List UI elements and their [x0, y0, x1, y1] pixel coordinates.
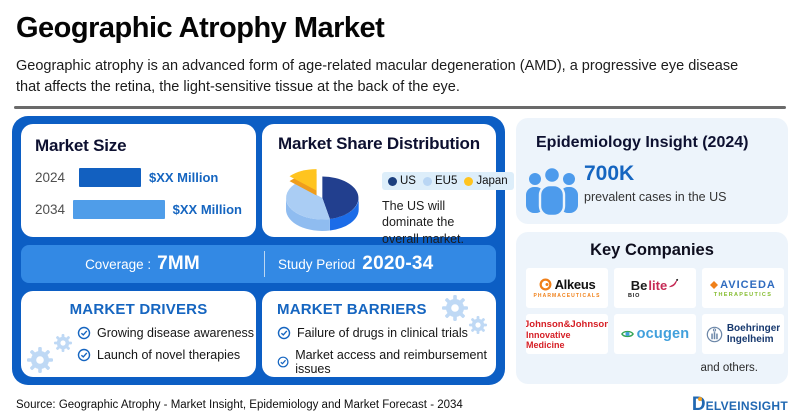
- market-share-title: Market Share Distribution: [278, 134, 480, 153]
- year-label: 2024: [35, 170, 66, 185]
- drivers-list: Growing disease awareness Launch of nove…: [77, 326, 256, 362]
- list-item: Failure of drugs in clinical trials: [277, 326, 496, 340]
- year-label: 2034: [35, 202, 66, 217]
- alkeus-ring-icon: [539, 278, 552, 291]
- coverage-band: Coverage : 7MM Study Period 2020-34: [21, 245, 496, 283]
- prevalence-value: 700K: [584, 162, 635, 185]
- pie-chart: [264, 160, 384, 236]
- coverage-segment: Coverage : 7MM: [21, 253, 264, 275]
- logo-orange-dot-icon: [697, 397, 702, 401]
- logo-d-mark: D: [691, 394, 706, 415]
- check-circle-icon: [277, 356, 289, 368]
- prevalence-caption: prevalent cases in the US: [584, 190, 727, 204]
- header-divider: [14, 106, 786, 109]
- market-drivers-card: MARKET DRIVERS Growin: [21, 291, 256, 377]
- market-barriers-title: MARKET BARRIERS: [277, 301, 427, 318]
- check-circle-icon: [277, 326, 291, 340]
- gears-icon: [27, 334, 72, 373]
- market-share-note: The US will dominate the overall market.: [382, 199, 464, 246]
- band-divider: [264, 251, 265, 277]
- company-subtitle: BIO: [628, 292, 641, 299]
- bar-2034: [73, 200, 165, 219]
- hummingbird-icon: [669, 278, 679, 287]
- people-group-icon: [526, 165, 578, 218]
- pie-legend: US EU5 Japan: [382, 172, 514, 190]
- page-subtitle: Geographic atrophy is an advanced form o…: [16, 58, 739, 96]
- boehringer-mark-icon: [706, 326, 723, 342]
- barriers-list: Failure of drugs in clinical trials Mark…: [277, 326, 496, 376]
- company-logo-boehringer-ingelheim: Boehringer Ingelheim: [702, 314, 784, 354]
- market-drivers-title: MARKET DRIVERS: [69, 301, 208, 318]
- us-dot-icon: [388, 176, 397, 186]
- key-companies-title: Key Companies: [590, 241, 714, 259]
- eu5-dot-icon: [422, 176, 432, 186]
- value-label: $XX Million: [149, 170, 219, 185]
- company-name: lite: [648, 277, 668, 293]
- study-period-label: Study Period: [278, 257, 356, 272]
- market-size-card: Market Size 2024 $XX Million 2034 $XX Mi…: [21, 124, 256, 237]
- coverage-label: Coverage :: [85, 257, 152, 272]
- value-label: $XX Million: [172, 202, 242, 217]
- check-circle-icon: [77, 348, 91, 362]
- japan-dot-icon: [464, 176, 474, 186]
- legend-item-eu5: EU5: [422, 175, 458, 187]
- company-name: ocugen: [636, 326, 690, 342]
- check-circle-icon: [77, 326, 91, 340]
- company-subtitle: Innovative Medicine: [526, 329, 571, 350]
- legend-label: Japan: [476, 175, 508, 187]
- company-name: Be: [630, 277, 648, 293]
- key-companies-panel: Key Companies Alkeus PHARMACEUTICALS Be l…: [516, 232, 788, 384]
- company-logo-johnson-and-johnson: Johnson&Johnson Innovative Medicine: [526, 314, 608, 354]
- barrier-text: Failure of drugs in clinical trials: [297, 326, 468, 340]
- market-barriers-card: MARKET BARRIERS Failu: [262, 291, 496, 377]
- legend-item-japan: Japan: [464, 175, 508, 187]
- company-name: Boehringer: [726, 322, 781, 334]
- legend-item-us: US: [388, 175, 416, 187]
- company-logo-grid: Alkeus PHARMACEUTICALS Be lite BIO AVICED…: [526, 268, 784, 354]
- list-item: Launch of novel therapies: [77, 348, 256, 362]
- company-logo-alkeus: Alkeus PHARMACEUTICALS: [526, 268, 608, 308]
- source-citation: Source: Geographic Atrophy - Market Insi…: [16, 399, 463, 411]
- market-size-row-2034: 2034 $XX Million: [35, 200, 242, 219]
- study-period-segment: Study Period 2020-34: [265, 253, 496, 275]
- company-logo-aviceda: AVICEDA THERAPEUTICS: [702, 268, 784, 308]
- page-title: Geographic Atrophy Market: [16, 12, 385, 44]
- company-subtitle: PHARMACEUTICALS: [533, 293, 601, 299]
- company-logo-belite: Be lite BIO: [614, 268, 696, 308]
- market-share-card: Market Share Distribution US EU5 Japan: [262, 124, 514, 246]
- epidemiology-title: Epidemiology Insight (2024): [536, 134, 749, 151]
- bar-2024: [79, 168, 141, 187]
- company-name: AVICEDA: [720, 278, 776, 291]
- market-size-row-2024: 2024 $XX Million: [35, 168, 242, 187]
- market-overview-container: Market Size 2024 $XX Million 2034 $XX Mi…: [12, 116, 514, 385]
- delveinsight-logo: D ELVEINSIGHT: [692, 394, 788, 416]
- and-others-note: and others.: [700, 362, 758, 374]
- barrier-text: Market access and reimbursement issues: [295, 348, 487, 376]
- study-period-value: 2020-34: [362, 253, 434, 274]
- company-name: Alkeus: [554, 277, 596, 292]
- list-item: Market access and reimbursement issues: [277, 348, 496, 376]
- company-name: Johnson&Johnson: [526, 318, 608, 330]
- gears-icon: [442, 295, 487, 334]
- market-size-title: Market Size: [35, 136, 127, 155]
- company-subtitle: THERAPEUTICS: [713, 291, 773, 298]
- driver-text: Launch of novel therapies: [97, 348, 241, 362]
- list-item: Growing disease awareness: [77, 326, 256, 340]
- logo-wordmark: ELVEINSIGHT: [705, 399, 788, 413]
- legend-label: EU5: [434, 175, 458, 187]
- coverage-value: 7MM: [157, 253, 200, 274]
- eye-icon: [620, 330, 634, 338]
- legend-label: US: [400, 175, 416, 187]
- aviceda-mark-icon: [710, 280, 719, 289]
- company-subtitle: Ingelheim: [726, 334, 774, 345]
- company-logo-ocugen: ocugen: [614, 314, 696, 354]
- driver-text: Growing disease awareness: [97, 326, 255, 340]
- epidemiology-panel: Epidemiology Insight (2024) 700K prevale…: [516, 118, 788, 224]
- pie-chart-3d-icon: [286, 169, 359, 232]
- market-size-bars: 2024 $XX Million 2034 $XX Million: [35, 168, 242, 219]
